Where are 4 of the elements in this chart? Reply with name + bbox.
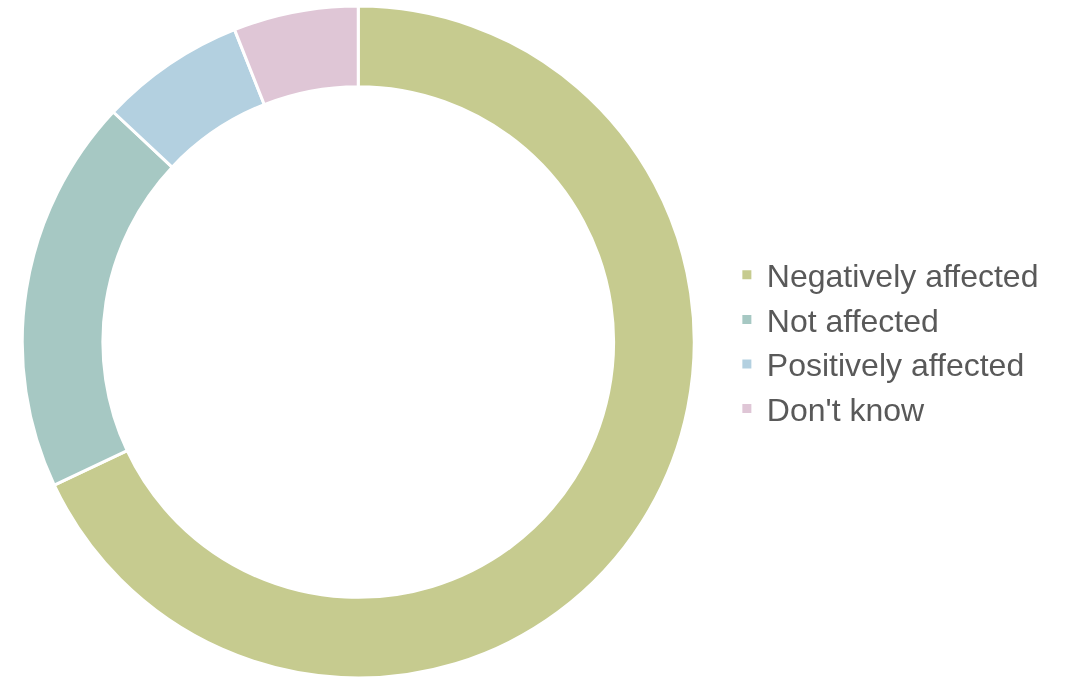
legend-label: Negatively affected bbox=[766, 258, 1039, 295]
legend-label: Don't know bbox=[766, 392, 926, 429]
legend-label: Positively affected bbox=[766, 347, 1025, 384]
legend-label: Not affected bbox=[766, 302, 939, 339]
